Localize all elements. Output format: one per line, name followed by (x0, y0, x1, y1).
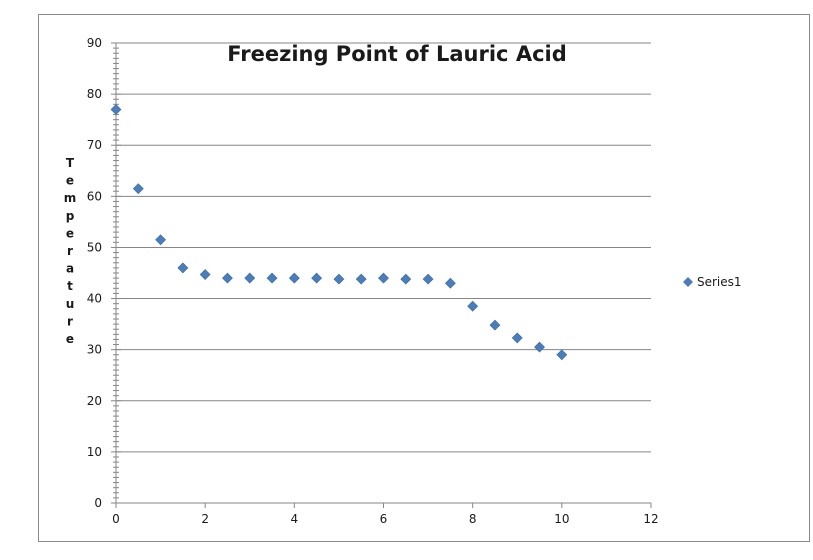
data-point (132, 183, 144, 195)
data-point (288, 272, 300, 284)
data-point (311, 272, 323, 284)
x-tick-label: 2 (201, 512, 209, 526)
tick-labels: 0 10 20 30 40 50 60 70 80 90 0 2 4 6 8 10 12 (87, 36, 659, 526)
y-tick-label: 90 (87, 36, 102, 50)
y-axis-label-letter: p (66, 209, 75, 223)
y-axis-label-letter: r (67, 314, 73, 328)
data-point (422, 273, 434, 285)
y-tick-label: 30 (87, 343, 102, 357)
x-tick-label: 8 (469, 512, 477, 526)
data-point (199, 269, 211, 280)
legend-marker (683, 277, 693, 287)
y-tick-label: 70 (87, 138, 102, 152)
x-tick-label: 4 (291, 512, 299, 526)
x-tick-label: 12 (643, 512, 658, 526)
data-point (244, 272, 256, 284)
y-tick-label: 40 (87, 292, 102, 306)
data-point (155, 234, 167, 246)
y-axis-label-letter: a (66, 262, 74, 276)
y-axis-label-letter: e (66, 332, 74, 346)
y-axis-label-letter: e (66, 174, 74, 188)
data-point (444, 277, 456, 289)
data-point (400, 273, 412, 285)
data-point (333, 273, 345, 285)
y-tick-label: 50 (87, 240, 102, 254)
legend-label: Series1 (697, 275, 742, 289)
y-axis-label-letter: T (66, 156, 75, 170)
data-point (222, 272, 233, 284)
y-tick-label: 20 (87, 394, 102, 408)
y-axis-label-letter: t (67, 279, 73, 293)
x-tick-label: 6 (380, 512, 388, 526)
y-axis-label-letter: r (67, 244, 73, 258)
data-point (511, 332, 523, 344)
y-tick-label: 0 (94, 496, 102, 510)
data-point (556, 349, 568, 361)
y-tick-label: 80 (87, 87, 102, 101)
axes (111, 42, 652, 508)
y-axis-label-letter: m (64, 191, 77, 205)
legend: Series1 (683, 275, 742, 289)
data-point (110, 104, 122, 115)
y-axis-label-letter: e (66, 226, 74, 240)
y-axis-label-letter: u (66, 297, 75, 311)
chart-title: Freezing Point of Lauric Acid (227, 42, 567, 66)
x-tick-label: 0 (112, 512, 120, 526)
x-tick-label: 10 (554, 512, 569, 526)
data-point (177, 262, 189, 274)
y-tick-label: 60 (87, 189, 102, 203)
data-point (467, 300, 479, 312)
data-point (489, 319, 501, 331)
y-tick-label: 10 (87, 445, 102, 459)
data-point (378, 272, 389, 284)
data-point (266, 272, 278, 284)
data-points (110, 104, 568, 361)
data-point (355, 273, 367, 285)
gridlines (116, 42, 651, 453)
data-point (534, 341, 545, 353)
